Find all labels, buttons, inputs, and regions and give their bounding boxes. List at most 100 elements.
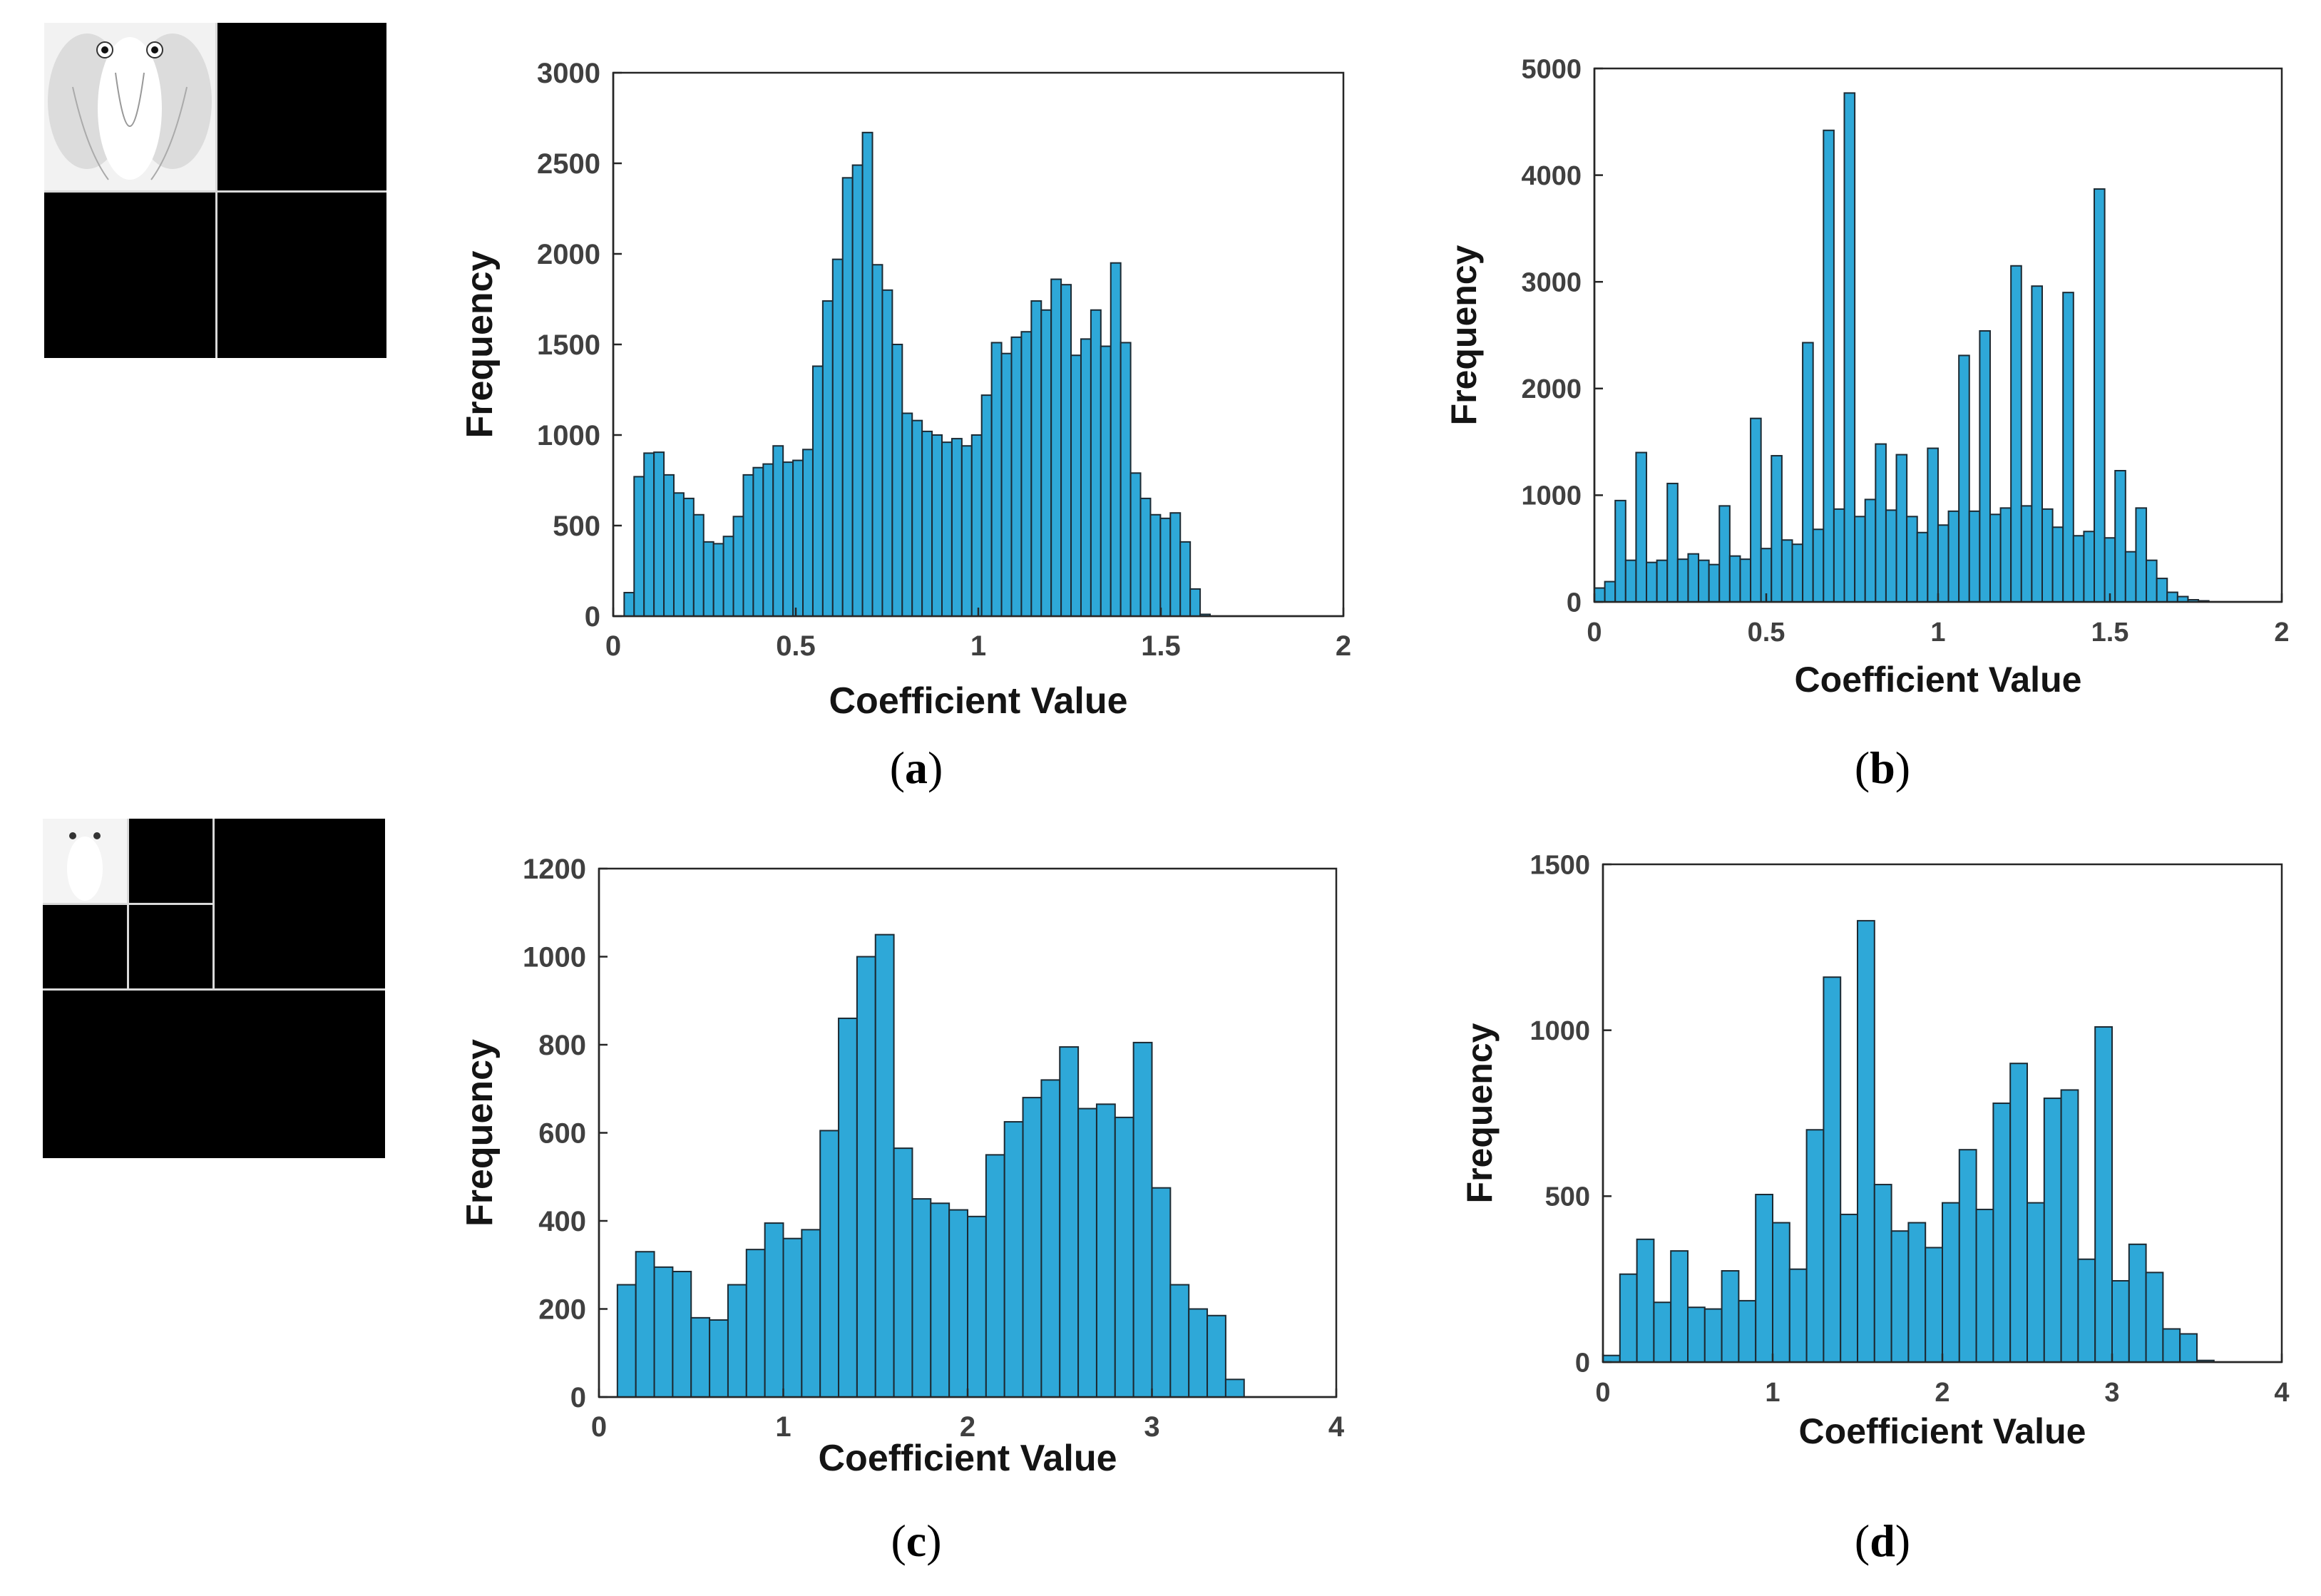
- histogram-bar: [891, 344, 903, 617]
- x-axis-label: Coefficient Value: [819, 1438, 1117, 1479]
- histogram-bar: [2128, 1243, 2147, 1363]
- histogram-bar: [616, 1284, 637, 1398]
- x-tick-label: 4: [1328, 1411, 1345, 1443]
- histogram-bar: [1925, 1247, 1943, 1363]
- histogram-bar: [762, 463, 774, 618]
- histogram-bar: [2083, 531, 2096, 603]
- histogram-bar: [1000, 352, 1013, 617]
- x-tick-label: 0.5: [776, 630, 816, 662]
- histogram-bar: [2094, 188, 2106, 603]
- histogram-bar: [1030, 300, 1042, 617]
- baboon-approximation-icon: [44, 23, 215, 190]
- histogram-bar: [1840, 1213, 1858, 1363]
- y-axis-label: Frequency: [459, 250, 501, 438]
- histogram-bar: [1169, 1284, 1190, 1398]
- histogram-bar: [1947, 510, 1960, 603]
- histogram-bar: [633, 476, 645, 617]
- histogram-bar: [1916, 531, 1929, 603]
- histogram-bar: [1059, 1046, 1080, 1398]
- histogram-bar: [732, 516, 744, 617]
- histogram-bar: [672, 1271, 692, 1398]
- y-tick-label: 0: [585, 601, 600, 633]
- x-tick-label: 0: [1595, 1378, 1610, 1408]
- histogram-bar: [1169, 512, 1182, 617]
- histogram-bar: [801, 1229, 821, 1398]
- histogram-chart-1: 0 0.5 1 1.5 2 0 1000 2000 3000 4000 5000 Coefficien…: [1444, 54, 2290, 793]
- y-tick-label: 4000: [1521, 161, 1582, 191]
- y-tick-label: 1500: [1530, 850, 1590, 880]
- histogram-bar: [930, 1202, 951, 1398]
- histogram-bar: [980, 394, 993, 617]
- x-tick-label: 1: [1765, 1378, 1780, 1408]
- histogram-bar: [1750, 417, 1762, 603]
- panel-caption: (b): [1855, 742, 1910, 793]
- histogram-bar: [985, 1154, 1005, 1398]
- x-tick-label: 2: [1336, 630, 1351, 662]
- x-tick-label: 0: [605, 630, 621, 662]
- histogram-bar: [1636, 1238, 1655, 1363]
- y-axis-label: Frequency: [459, 1039, 501, 1227]
- histogram-bar: [1781, 539, 1793, 603]
- histogram-bar: [1739, 558, 1752, 603]
- thumb-dwt-level2: [43, 819, 385, 1158]
- histogram-bar: [861, 131, 873, 617]
- histogram-bar: [2094, 1026, 2113, 1363]
- x-tick-label: 0: [591, 1411, 607, 1443]
- x-tick-label: 2: [1935, 1378, 1949, 1408]
- x-tick-label: 4: [2274, 1378, 2289, 1408]
- histogram-bar: [1885, 509, 1897, 603]
- histogram-bar: [1992, 1103, 2012, 1364]
- histogram-bar: [881, 289, 893, 617]
- histogram-bar: [967, 1215, 987, 1398]
- histogram-bar: [2041, 508, 2054, 603]
- histogram-bar: [2027, 1202, 2045, 1364]
- histogram-bar: [1958, 354, 1970, 603]
- histogram-bar: [772, 445, 784, 617]
- histogram-bar: [1666, 482, 1679, 603]
- y-tick-label: 2000: [1521, 374, 1582, 404]
- panel-caption: (d): [1855, 1515, 1910, 1566]
- histogram-bar: [653, 1266, 674, 1398]
- histogram-bar: [663, 474, 675, 617]
- y-axis-label: Frequency: [1460, 1023, 1500, 1203]
- histogram-bar: [1791, 543, 1804, 603]
- histogram-bar: [911, 1198, 932, 1398]
- histogram-bar: [960, 445, 973, 617]
- y-tick-label: 1500: [537, 329, 600, 361]
- histogram-bar: [802, 449, 814, 617]
- histogram-bar: [851, 164, 864, 618]
- histogram-bar: [1179, 541, 1192, 617]
- y-tick-label: 500: [1545, 1182, 1590, 1212]
- histogram-bar: [1050, 278, 1062, 617]
- histogram-bar: [2162, 1328, 2181, 1364]
- histogram-bar: [1040, 309, 1052, 617]
- histogram-bar: [1139, 497, 1152, 618]
- x-axis-label: Coefficient Value: [1795, 660, 2082, 700]
- histogram-bar: [1189, 588, 1202, 618]
- histogram-bar: [1738, 1299, 1757, 1363]
- histogram-bar: [1100, 345, 1112, 617]
- y-tick-label: 5000: [1521, 54, 1582, 84]
- histogram-bar: [1022, 1097, 1042, 1398]
- histogram-bar: [1080, 338, 1092, 617]
- x-tick-label: 3: [1144, 1411, 1159, 1443]
- histogram-bar: [643, 452, 655, 618]
- histogram-bar: [2051, 526, 2064, 603]
- histogram-bar: [1114, 1116, 1134, 1398]
- histogram-bar: [931, 434, 943, 617]
- histogram-bar: [690, 1316, 711, 1398]
- histogram-bar: [722, 536, 734, 617]
- y-tick-label: 3000: [537, 58, 600, 89]
- histogram-bar: [1040, 1079, 1061, 1398]
- histogram-bar: [1687, 1306, 1706, 1363]
- histogram-bar: [948, 1209, 969, 1398]
- x-tick-label: 0: [1587, 618, 1602, 648]
- x-tick-label: 3: [2104, 1378, 2119, 1408]
- y-tick-label: 1000: [523, 942, 586, 973]
- x-tick-label: 2: [960, 1411, 975, 1443]
- histogram-bar: [782, 461, 794, 617]
- histogram-bar: [742, 474, 754, 617]
- histogram-bar: [2060, 1089, 2079, 1363]
- histogram-bar: [1864, 498, 1877, 603]
- histogram-bar: [1907, 1222, 1927, 1364]
